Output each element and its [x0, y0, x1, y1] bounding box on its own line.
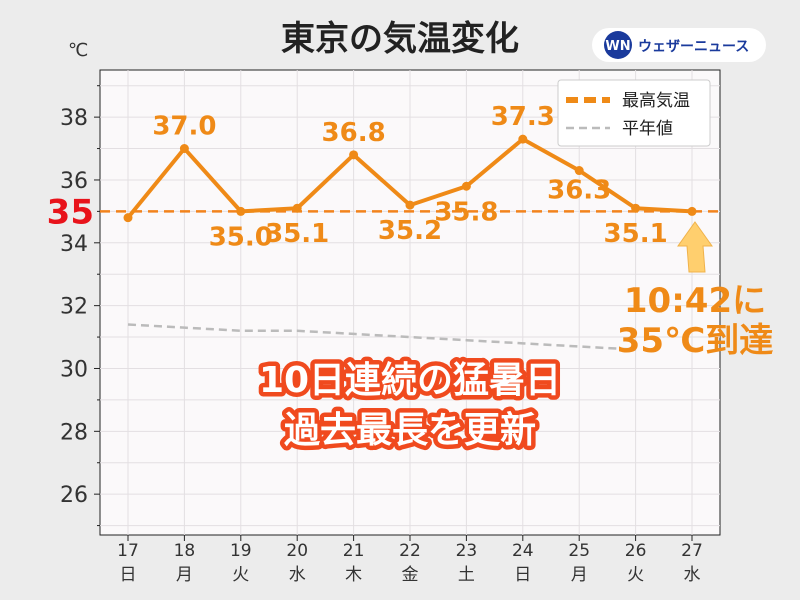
data-label: 35.1 — [265, 219, 329, 249]
up-arrow-icon — [677, 221, 713, 273]
data-label: 36.3 — [547, 176, 611, 206]
logo-pill — [592, 28, 766, 62]
x-tick-label: 27 — [681, 541, 703, 561]
data-point — [687, 206, 697, 216]
data-point — [179, 144, 189, 154]
data-label: 35.1 — [604, 219, 668, 249]
y-tick-label: 36 — [60, 169, 88, 194]
callout: 10:42に 35℃到達 — [617, 221, 774, 361]
data-labels: 37.035.035.136.835.235.837.336.335.1 — [152, 102, 667, 252]
y-tick-label: 34 — [60, 232, 88, 257]
x-tick-weekday: 火 — [232, 565, 249, 585]
data-label: 37.0 — [152, 112, 216, 142]
x-tick-weekday: 水 — [684, 565, 701, 585]
data-point — [461, 181, 471, 191]
x-tick-weekday: 木 — [345, 565, 362, 585]
data-point — [405, 200, 415, 210]
data-point — [349, 150, 359, 160]
x-tick-weekday: 火 — [627, 565, 644, 585]
y-tick-label: 30 — [60, 357, 88, 382]
legend-box — [557, 79, 711, 147]
banner: 10日連続の猛暑日 過去最長を更新 — [254, 356, 565, 456]
data-point — [236, 206, 246, 216]
x-tick-label: 18 — [174, 541, 196, 561]
y-axis-unit: ℃ — [68, 40, 88, 61]
data-point — [631, 203, 641, 213]
x-tick-label: 20 — [286, 541, 308, 561]
x-tick-label: 17 — [117, 541, 139, 561]
legend-label-max: 最高気温 — [622, 91, 690, 111]
legend-label-normal: 平年値 — [622, 119, 673, 139]
y-tick-label: 38 — [60, 106, 88, 131]
logo-mark: WN — [605, 39, 630, 54]
banner-line-1: 10日連続の猛暑日 — [259, 360, 561, 401]
x-tick-weekday: 土 — [458, 565, 475, 585]
reference-line: 35 — [47, 192, 720, 232]
x-tick-label: 25 — [568, 541, 590, 561]
data-label: 35.8 — [434, 197, 498, 227]
x-tick-label: 24 — [512, 541, 534, 561]
data-label: 37.3 — [491, 102, 555, 132]
y-tick-labels: 26 28 30 32 34 36 38 — [60, 106, 88, 508]
x-tick-label: 21 — [343, 541, 365, 561]
logo-mark-icon — [604, 31, 632, 59]
reference-label-35: 35 — [47, 192, 94, 232]
normal-temp-line — [127, 323, 636, 351]
x-tick-weekday: 金 — [402, 565, 419, 585]
x-tick-weekday: 月 — [176, 565, 193, 585]
x-tick-label: 26 — [625, 541, 647, 561]
series-normal — [127, 323, 636, 351]
data-label: 35.0 — [209, 222, 273, 252]
x-tick-weekday: 水 — [289, 565, 306, 585]
data-point — [574, 166, 584, 176]
data-point — [123, 213, 133, 223]
data-point — [518, 134, 528, 144]
banner-line-2: 過去最長を更新 — [284, 410, 536, 451]
callout-line-1: 10:42に — [624, 281, 766, 321]
x-tick-weekday: 日 — [514, 565, 531, 585]
x-tick-label: 19 — [230, 541, 252, 561]
legend: 最高気温 平年値 — [557, 79, 711, 147]
axes — [94, 85, 693, 541]
x-tick-label: 22 — [399, 541, 421, 561]
logo-text: ウェザーニュース — [638, 39, 749, 55]
data-label: 35.2 — [378, 216, 442, 246]
data-point — [292, 203, 302, 213]
y-tick-label: 28 — [60, 420, 88, 445]
x-tick-weekday: 日 — [120, 565, 137, 585]
x-tick-labels: 17 日 18 月 19 火 20 水 21 木 22 金 23 土 24 日 25 月 26 火 27 水 — [117, 541, 703, 585]
data-label: 36.8 — [322, 118, 386, 148]
callout-line-2: 35℃到達 — [617, 321, 774, 361]
x-tick-label: 23 — [456, 541, 478, 561]
series-max-temp — [123, 134, 697, 223]
y-tick-label: 26 — [60, 483, 88, 508]
x-tick-weekday: 月 — [571, 565, 588, 585]
brand-logo: WN ウェザーニュース — [592, 28, 766, 62]
grid-lines — [100, 70, 720, 535]
y-tick-label: 32 — [60, 295, 88, 320]
chart-title: 東京の気温変化 — [281, 19, 519, 59]
